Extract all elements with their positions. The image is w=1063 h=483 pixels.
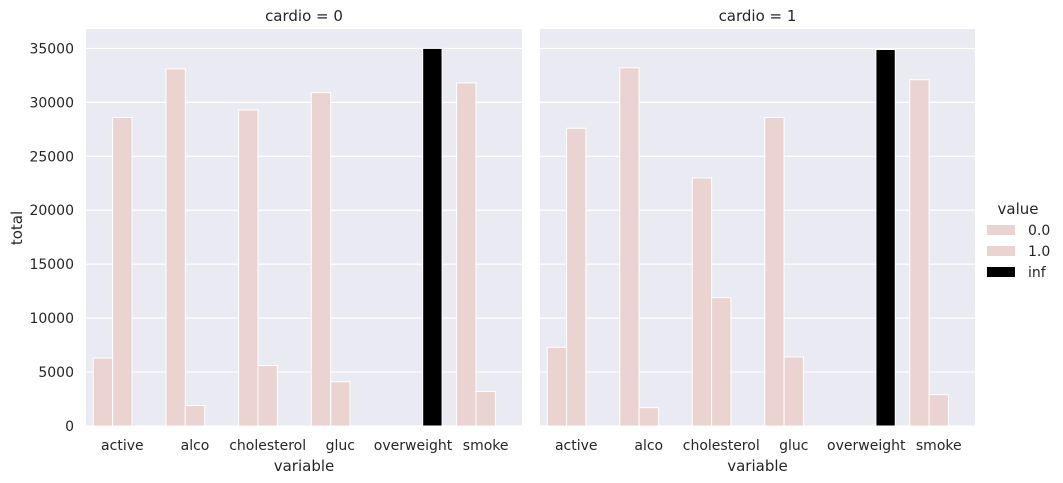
panel-title: cardio = 0 (265, 7, 343, 25)
bar (783, 356, 804, 427)
x-tick-label: alco (634, 438, 663, 454)
bar (456, 82, 477, 427)
bar (619, 67, 640, 427)
bar (875, 48, 896, 427)
x-tick-label: smoke (916, 438, 962, 454)
bar (909, 79, 930, 427)
bar (764, 116, 785, 427)
bar (691, 177, 713, 427)
x-tick-label: smoke (463, 438, 509, 454)
x-tick-label: alco (181, 438, 210, 454)
panel-title: cardio = 1 (719, 7, 797, 25)
bar (330, 381, 351, 427)
bar (638, 407, 659, 427)
y-tick-label: 10000 (29, 311, 74, 327)
x-tick-label: cholesterol (229, 438, 306, 454)
bar (165, 68, 186, 427)
bar (475, 390, 496, 427)
plot-area (86, 29, 522, 426)
x-tick-label: active (101, 438, 144, 454)
x-tick-label: overweight (827, 438, 906, 454)
y-axis-label: total (8, 211, 26, 245)
y-tick-label: 35000 (29, 41, 74, 57)
x-tick-label: active (555, 438, 598, 454)
x-tick-label: gluc (326, 438, 355, 454)
y-tick-label: 5000 (38, 365, 74, 381)
x-tick-label: cholesterol (683, 438, 760, 454)
legend-swatch (987, 246, 1015, 256)
bar (422, 47, 443, 427)
y-tick-label: 25000 (29, 149, 74, 165)
y-tick-label: 0 (65, 419, 74, 435)
bar (92, 357, 114, 427)
bar (184, 405, 206, 427)
y-tick-label: 20000 (29, 203, 74, 219)
legend-label: 1.0 (1028, 244, 1050, 260)
x-tick-label: overweight (374, 438, 453, 454)
panel-cardio-0: 0 5000 10000 15000 20000 25000 30000 35000 activ… (29, 7, 522, 475)
legend-label: inf (1028, 265, 1047, 281)
bar (546, 346, 568, 427)
x-axis-label: variable (727, 457, 788, 475)
x-tick-label: gluc (779, 438, 808, 454)
bar (257, 365, 278, 427)
y-tick-label: 15000 (29, 257, 74, 273)
legend-swatch (987, 267, 1015, 277)
x-axis-label: variable (274, 457, 335, 475)
bar (711, 297, 732, 427)
legend-label: 0.0 (1028, 223, 1050, 239)
bar (566, 127, 587, 427)
panel-cardio-1: active alco cholesterol gluc overweight smoke… (540, 7, 975, 475)
plot-area (540, 29, 975, 426)
legend-swatch (987, 225, 1015, 235)
legend: value 0.0 1.0 inf (987, 200, 1050, 281)
bar (238, 109, 259, 427)
legend-title: value (998, 200, 1039, 218)
y-tick-label: 30000 (29, 95, 74, 111)
bar (112, 116, 133, 427)
bar (928, 394, 949, 427)
bar (310, 92, 332, 427)
